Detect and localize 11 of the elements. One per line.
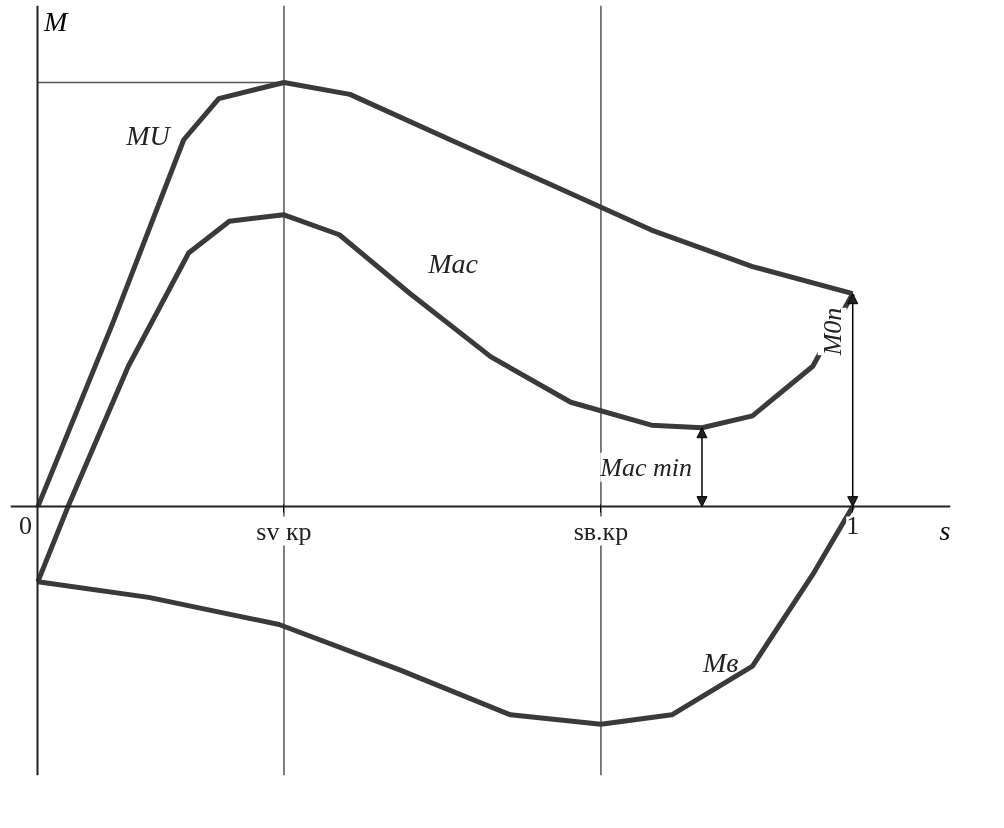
- x-tick-label: sv кр: [256, 516, 312, 546]
- annotation: Mac min: [599, 452, 692, 482]
- series-label: Mac: [427, 248, 479, 280]
- x-tick-label: 1: [846, 510, 860, 540]
- series-label: MU: [125, 120, 172, 152]
- x-axis-title: s: [939, 514, 951, 546]
- series-label: Mв: [702, 646, 739, 678]
- y-axis-title: M: [42, 5, 69, 37]
- annotation: M0п: [817, 307, 847, 357]
- x-tick-label: sв.кр: [573, 516, 629, 546]
- x-tick-label: 0: [18, 510, 32, 540]
